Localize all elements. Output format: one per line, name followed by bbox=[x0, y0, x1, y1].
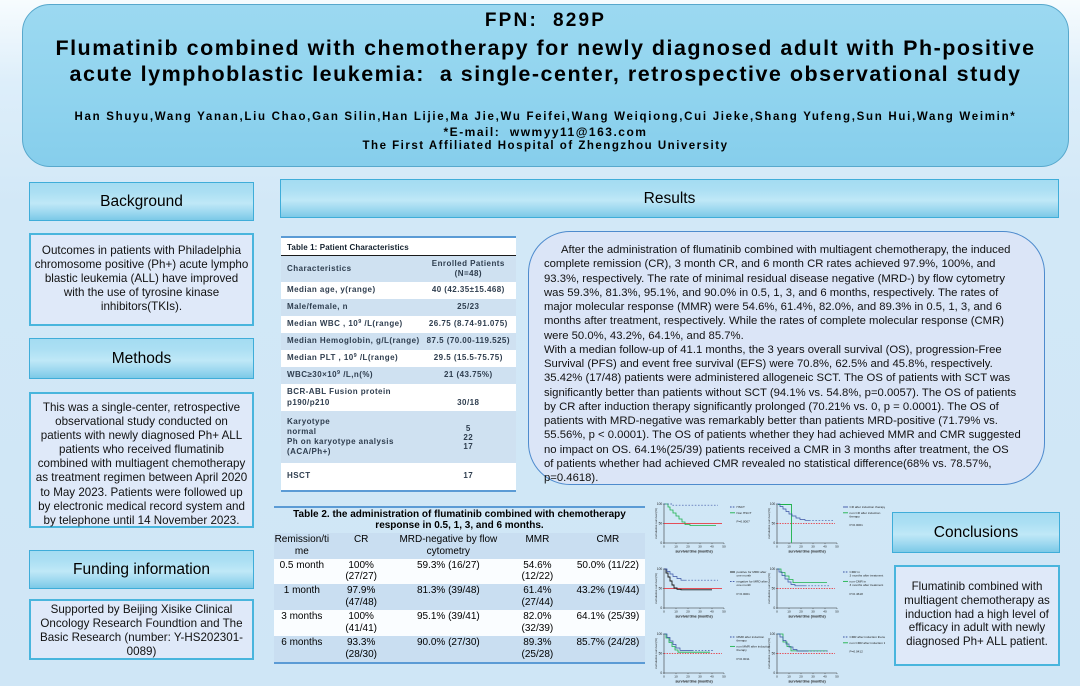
svg-text:cumulative survival (%): cumulative survival (%) bbox=[654, 508, 658, 539]
svg-text:20: 20 bbox=[799, 544, 803, 548]
svg-text:40: 40 bbox=[823, 609, 827, 613]
svg-text:100: 100 bbox=[770, 502, 776, 506]
svg-text:non MMR after induction: non MMR after induction bbox=[737, 644, 771, 648]
svg-text:therapy: therapy bbox=[737, 648, 748, 652]
svg-text:40: 40 bbox=[823, 674, 827, 678]
svg-text:100: 100 bbox=[657, 567, 663, 571]
svg-text:50: 50 bbox=[722, 609, 726, 613]
svg-text:20: 20 bbox=[686, 609, 690, 613]
svg-text:negative for MRD after: negative for MRD after bbox=[737, 579, 768, 583]
svg-text:HSCT: HSCT bbox=[737, 505, 746, 509]
svg-text:P=0.0412: P=0.0412 bbox=[850, 650, 864, 654]
svg-text:30: 30 bbox=[698, 674, 702, 678]
svg-text:20: 20 bbox=[799, 674, 803, 678]
svg-text:0: 0 bbox=[776, 544, 778, 548]
svg-text:Non HSCT: Non HSCT bbox=[737, 511, 752, 515]
svg-text:cumulative survival (%): cumulative survival (%) bbox=[767, 573, 771, 604]
svg-text:P=0.4618: P=0.4618 bbox=[850, 592, 864, 596]
svg-text:50: 50 bbox=[659, 587, 663, 591]
svg-text:therapy: therapy bbox=[737, 639, 748, 643]
svg-text:10: 10 bbox=[674, 544, 678, 548]
svg-text:0: 0 bbox=[773, 541, 775, 545]
svg-text:P=0.0001: P=0.0001 bbox=[850, 523, 864, 527]
svg-text:50: 50 bbox=[659, 522, 663, 526]
svg-text:30: 30 bbox=[698, 609, 702, 613]
svg-text:0: 0 bbox=[663, 544, 665, 548]
svg-text:0: 0 bbox=[776, 609, 778, 613]
svg-text:40: 40 bbox=[710, 674, 714, 678]
svg-text:50: 50 bbox=[835, 544, 839, 548]
svg-text:20: 20 bbox=[686, 674, 690, 678]
svg-text:30: 30 bbox=[811, 674, 815, 678]
svg-text:40: 40 bbox=[710, 544, 714, 548]
svg-text:non CR after induction: non CR after induction bbox=[850, 511, 881, 515]
svg-text:0: 0 bbox=[663, 609, 665, 613]
svg-text:50: 50 bbox=[722, 544, 726, 548]
svg-text:CMR in: CMR in bbox=[850, 570, 861, 574]
svg-text:survival time (months): survival time (months) bbox=[788, 680, 825, 684]
svg-text:therapy: therapy bbox=[850, 514, 861, 518]
svg-text:survival time (months): survival time (months) bbox=[675, 680, 712, 684]
svg-text:20: 20 bbox=[686, 544, 690, 548]
svg-text:survival time (months): survival time (months) bbox=[788, 615, 825, 619]
svg-text:10: 10 bbox=[787, 544, 791, 548]
svg-text:0: 0 bbox=[660, 606, 662, 610]
svg-text:P=0.0011: P=0.0011 bbox=[737, 657, 750, 661]
svg-text:30: 30 bbox=[811, 609, 815, 613]
svg-text:40: 40 bbox=[710, 609, 714, 613]
svg-text:0: 0 bbox=[660, 671, 662, 675]
svg-text:0: 0 bbox=[663, 674, 665, 678]
svg-text:50: 50 bbox=[835, 674, 839, 678]
svg-text:30: 30 bbox=[698, 544, 702, 548]
svg-text:100: 100 bbox=[770, 567, 776, 571]
svg-text:survival time (months): survival time (months) bbox=[675, 615, 712, 619]
svg-text:positive for MRD after: positive for MRD after bbox=[737, 570, 767, 574]
svg-text:100: 100 bbox=[657, 632, 663, 636]
svg-text:50: 50 bbox=[835, 609, 839, 613]
svg-text:cumulative survival (%): cumulative survival (%) bbox=[654, 573, 658, 604]
svg-text:one month: one month bbox=[737, 574, 752, 578]
svg-text:cumulative survival (%): cumulative survival (%) bbox=[767, 638, 771, 669]
svg-text:50: 50 bbox=[772, 652, 776, 656]
svg-text:100: 100 bbox=[770, 632, 776, 636]
svg-text:non-CMR in: non-CMR in bbox=[850, 579, 867, 583]
svg-text:P<0.0001: P<0.0001 bbox=[737, 592, 751, 596]
svg-text:0: 0 bbox=[773, 606, 775, 610]
svg-text:10: 10 bbox=[674, 674, 678, 678]
svg-text:50: 50 bbox=[659, 652, 663, 656]
svg-text:3 months after treatment: 3 months after treatment bbox=[850, 574, 884, 578]
svg-text:P=0.0007: P=0.0007 bbox=[737, 520, 751, 524]
svg-text:10: 10 bbox=[674, 609, 678, 613]
svg-text:non CMR after induction therap: non CMR after induction therapy bbox=[850, 641, 886, 645]
svg-text:0: 0 bbox=[773, 671, 775, 675]
svg-text:20: 20 bbox=[799, 609, 803, 613]
svg-text:survival time (months): survival time (months) bbox=[788, 550, 825, 554]
svg-text:MMR after induction: MMR after induction bbox=[737, 635, 765, 639]
svg-text:0: 0 bbox=[776, 674, 778, 678]
svg-text:one month: one month bbox=[737, 583, 752, 587]
svg-text:100: 100 bbox=[657, 502, 663, 506]
svg-text:50: 50 bbox=[772, 587, 776, 591]
svg-text:survival time (months): survival time (months) bbox=[675, 550, 712, 554]
svg-text:30: 30 bbox=[811, 544, 815, 548]
svg-text:50: 50 bbox=[722, 674, 726, 678]
svg-text:3 months after treatment: 3 months after treatment bbox=[850, 583, 884, 587]
svg-text:40: 40 bbox=[823, 544, 827, 548]
svg-text:CR after induction therapy: CR after induction therapy bbox=[850, 505, 886, 509]
svg-text:cumulative survival (%): cumulative survival (%) bbox=[654, 638, 658, 669]
svg-text:cumulative survival (%): cumulative survival (%) bbox=[767, 508, 771, 539]
svg-text:10: 10 bbox=[787, 674, 791, 678]
svg-text:0: 0 bbox=[660, 541, 662, 545]
svg-text:50: 50 bbox=[772, 522, 776, 526]
svg-text:10: 10 bbox=[787, 609, 791, 613]
svg-text:CMR after induction therapy: CMR after induction therapy bbox=[850, 635, 886, 639]
